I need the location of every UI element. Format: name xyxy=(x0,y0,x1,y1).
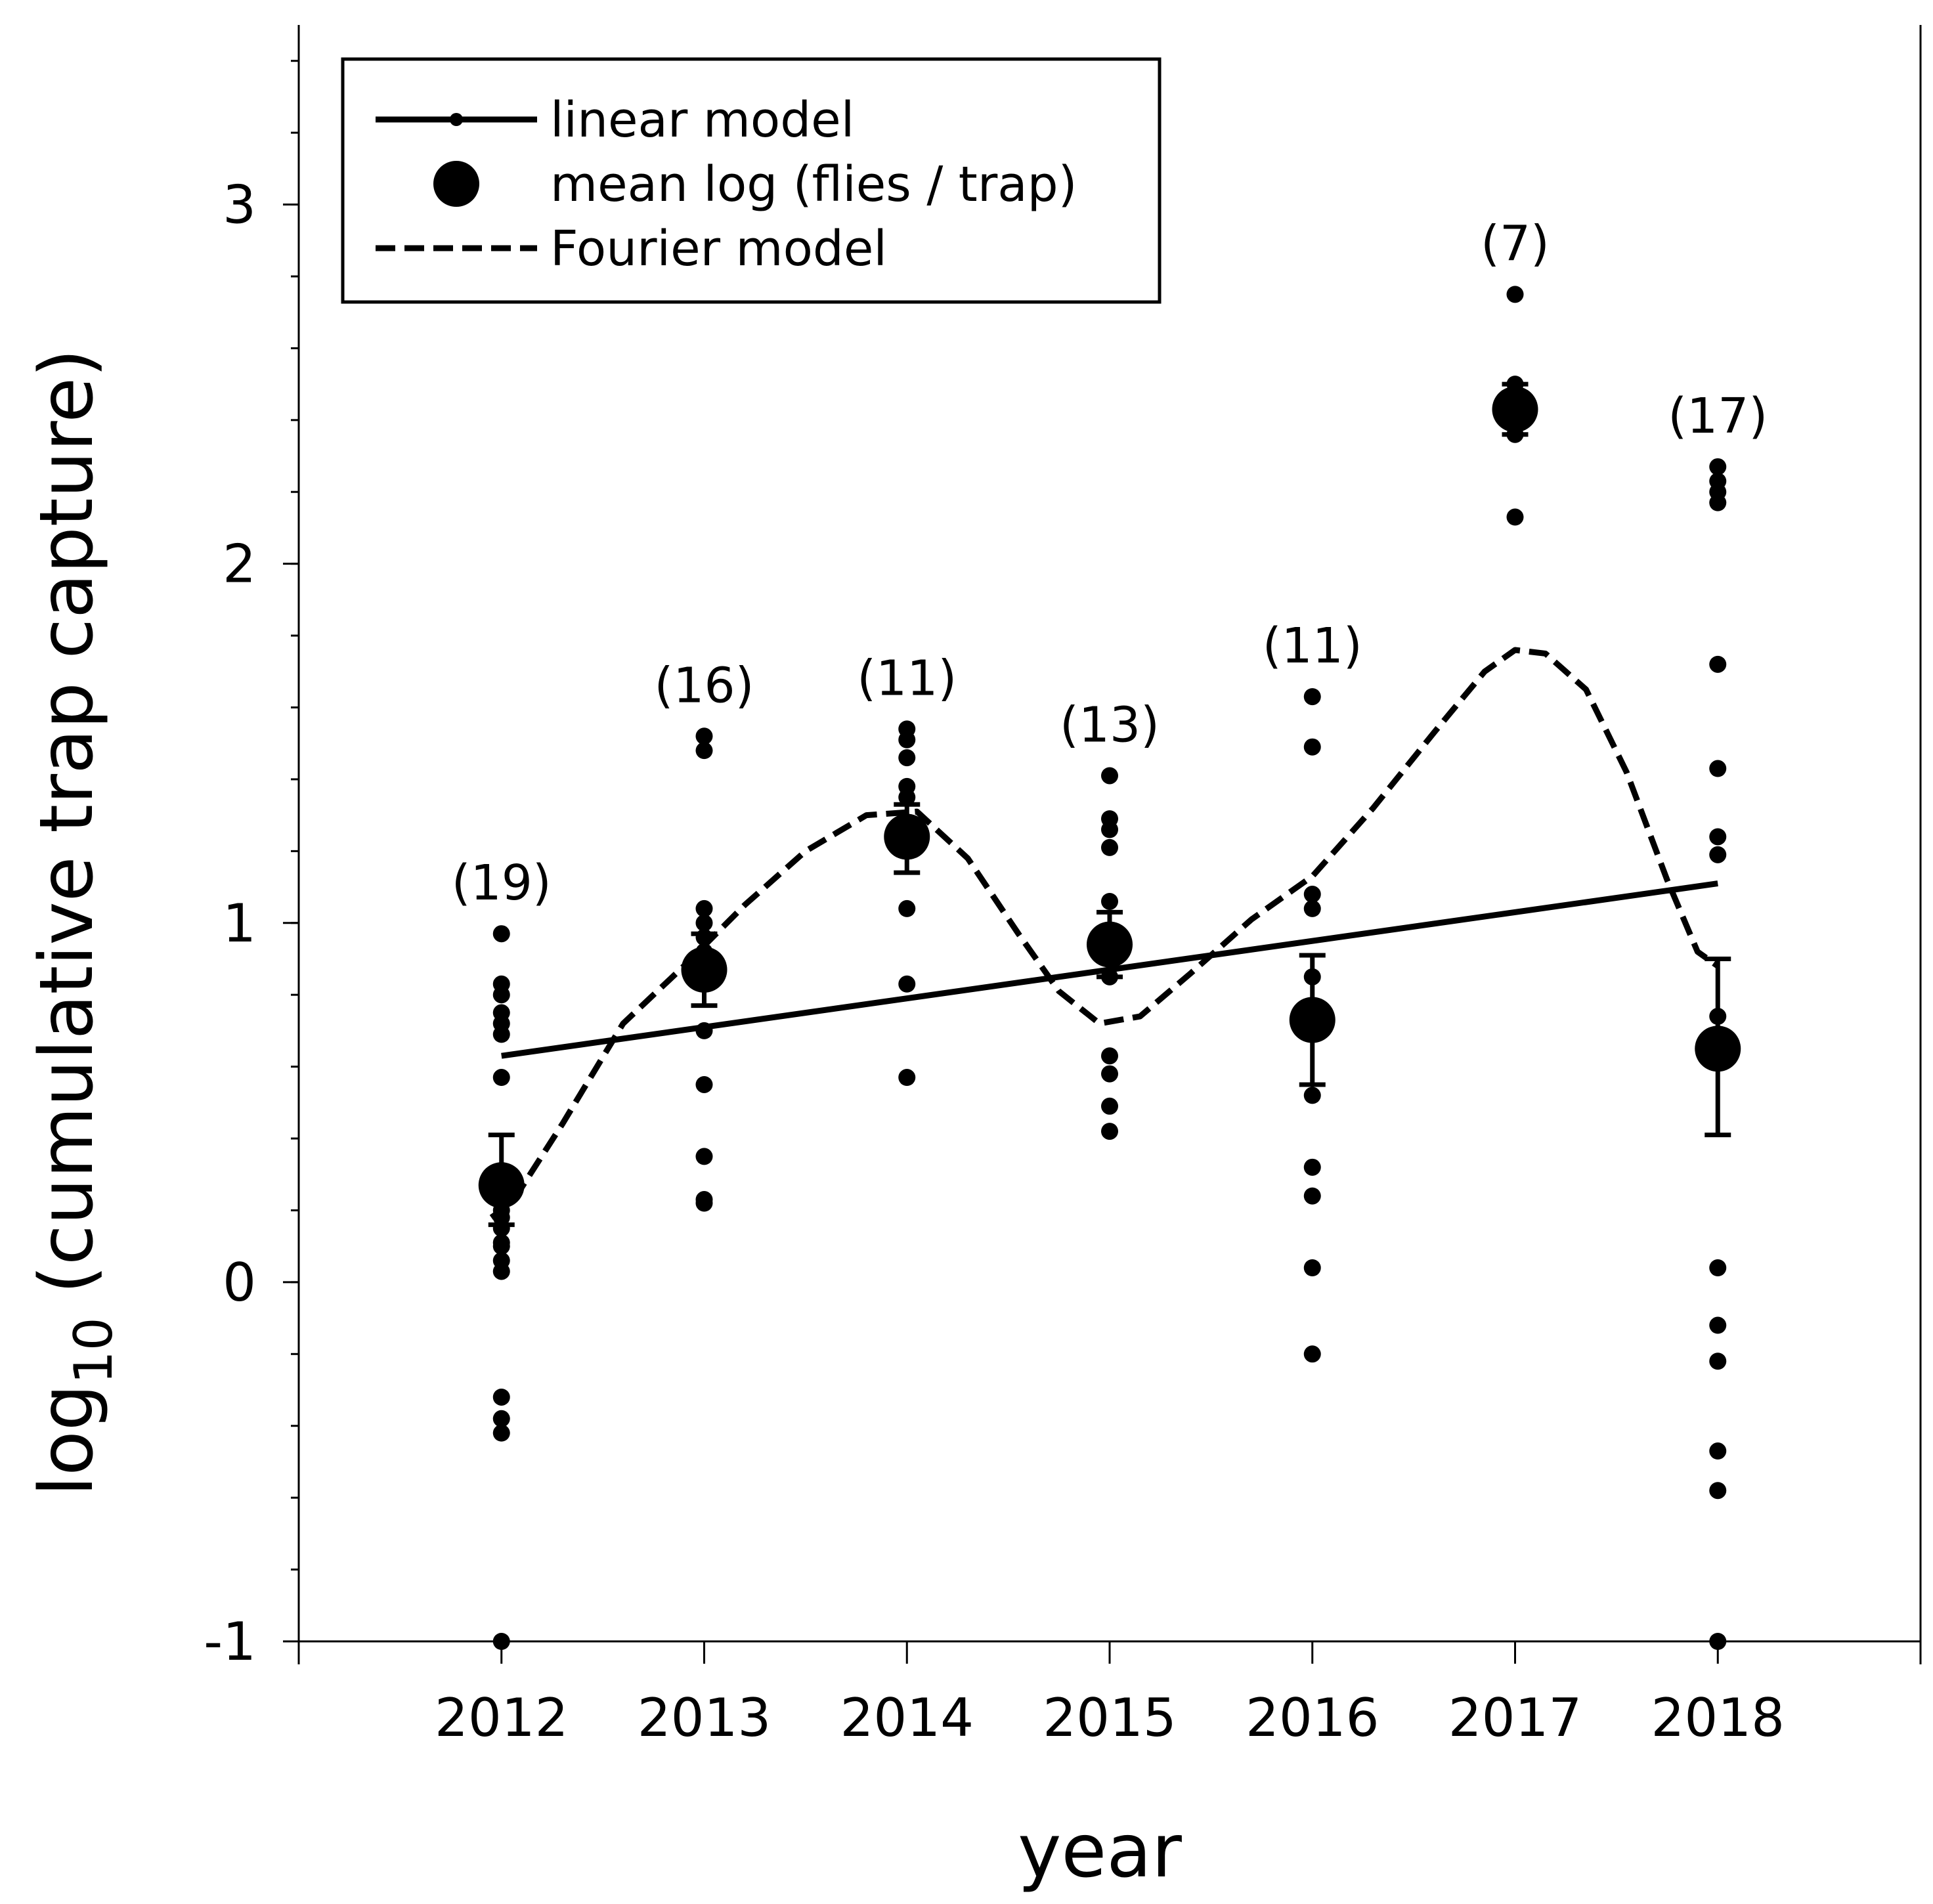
data-point xyxy=(492,1424,510,1442)
data-point xyxy=(492,1633,510,1650)
data-point xyxy=(695,727,713,745)
data-point xyxy=(492,1410,510,1427)
y-tick-label: -1 xyxy=(204,1611,256,1672)
data-point xyxy=(492,925,510,943)
data-point xyxy=(898,975,916,993)
data-point xyxy=(1101,1123,1118,1140)
mean-marker xyxy=(478,1162,525,1209)
legend: linear model mean log (flies / trap) Fou… xyxy=(341,57,1162,304)
data-point xyxy=(1101,767,1118,785)
data-point xyxy=(1303,1187,1321,1205)
data-point xyxy=(695,742,713,760)
y-axis-title: log10 (cumulative trap capture) xyxy=(24,349,124,1496)
y-tick-label: 2 xyxy=(223,534,256,595)
data-point xyxy=(1303,1158,1321,1176)
data-point xyxy=(1709,458,1727,475)
data-point xyxy=(1303,886,1321,903)
data-point xyxy=(898,789,916,806)
data-point xyxy=(492,1238,510,1255)
data-point xyxy=(898,899,916,917)
legend-mean-marker xyxy=(433,161,479,207)
legend-label-fourier: Fourier model xyxy=(550,221,887,277)
data-point xyxy=(1709,760,1727,777)
data-point xyxy=(492,986,510,1004)
mean-marker xyxy=(1695,1026,1741,1072)
data-point xyxy=(1709,1442,1727,1460)
data-point xyxy=(1303,688,1321,706)
data-point xyxy=(695,899,713,917)
sample-count-label: (7) xyxy=(1481,215,1550,272)
count-labels-layer: (19) (16) (11) (13) (11) (7) (17) xyxy=(452,215,1768,911)
data-point xyxy=(1709,846,1727,863)
data-point xyxy=(1101,1065,1118,1083)
y-tick-label: 0 xyxy=(223,1252,256,1313)
data-point xyxy=(1709,1482,1727,1500)
data-point xyxy=(1303,899,1321,917)
mean-marker xyxy=(1087,921,1133,968)
data-point xyxy=(492,1388,510,1406)
legend-linear-marker xyxy=(450,113,463,126)
legend-label-mean: mean log (flies / trap) xyxy=(550,156,1077,213)
x-axis-title: year xyxy=(1018,1809,1183,1894)
legend-box xyxy=(341,57,1162,304)
data-point xyxy=(898,731,916,748)
mean-marker xyxy=(1492,386,1538,433)
sample-count-label: (17) xyxy=(1668,388,1768,444)
data-point xyxy=(492,1026,510,1043)
data-point xyxy=(1101,838,1118,856)
x-tick-label: 2013 xyxy=(638,1687,771,1748)
data-point xyxy=(695,1075,713,1093)
data-point xyxy=(1709,1633,1727,1650)
sample-count-label: (16) xyxy=(655,657,754,714)
data-point xyxy=(1709,494,1727,511)
x-tick-label: 2012 xyxy=(435,1687,569,1748)
y-axis-title-log: log xyxy=(24,1384,110,1496)
x-tick-label: 2014 xyxy=(840,1687,974,1748)
x-tick-label: 2016 xyxy=(1246,1687,1379,1748)
sample-count-label: (11) xyxy=(1263,618,1362,674)
data-point xyxy=(1303,738,1321,756)
data-point xyxy=(1709,1316,1727,1334)
data-point xyxy=(1506,508,1524,526)
data-point xyxy=(1709,1259,1727,1277)
data-point xyxy=(1709,828,1727,846)
data-point xyxy=(492,1263,510,1280)
sample-count-label: (13) xyxy=(1060,697,1160,753)
data-point xyxy=(898,1069,916,1087)
data-point xyxy=(695,914,713,932)
mean-marker xyxy=(1289,997,1336,1043)
data-point xyxy=(1303,1087,1321,1104)
data-point xyxy=(1101,1097,1118,1115)
x-tick-label: 2017 xyxy=(1448,1687,1582,1748)
data-point xyxy=(1303,1259,1321,1277)
mean-marker xyxy=(681,946,728,993)
legend-label-linear: linear model xyxy=(550,92,854,148)
axes: -1 0 1 2 3 2012 2013 2014 2015 2016 2017 2018 xyxy=(204,25,1922,1748)
means-layer xyxy=(478,381,1741,1227)
data-point xyxy=(1303,1345,1321,1363)
y-axis-title-subscript: 10 xyxy=(63,1317,124,1384)
data-point xyxy=(492,1069,510,1087)
y-tick-label: 3 xyxy=(223,175,256,236)
data-point xyxy=(1101,1047,1118,1065)
data-point xyxy=(1101,892,1118,910)
data-point xyxy=(1506,286,1524,303)
y-tick-label: 1 xyxy=(223,893,256,954)
mean-marker xyxy=(884,813,930,860)
sample-count-label: (11) xyxy=(857,650,957,706)
data-point xyxy=(1101,821,1118,838)
y-axis-title-rest: (cumulative trap capture) xyxy=(24,349,110,1317)
data-point xyxy=(695,1022,713,1039)
data-point xyxy=(1709,655,1727,673)
data-point xyxy=(898,749,916,767)
data-point xyxy=(1709,1352,1727,1370)
data-point xyxy=(695,1148,713,1165)
data-point xyxy=(695,1194,713,1212)
sample-count-label: (19) xyxy=(452,855,552,911)
x-tick-label: 2018 xyxy=(1651,1687,1785,1748)
x-tick-label: 2015 xyxy=(1043,1687,1177,1748)
